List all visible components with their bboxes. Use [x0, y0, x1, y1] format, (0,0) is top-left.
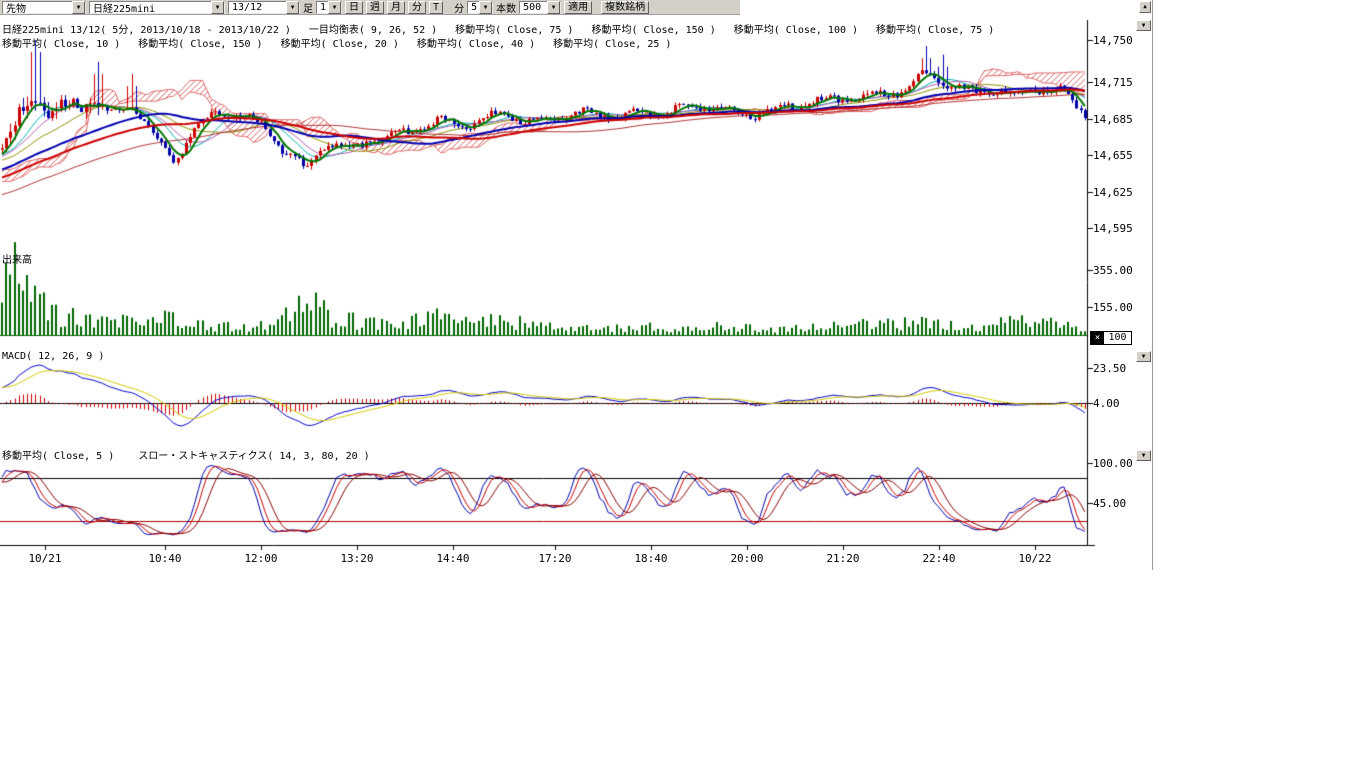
price-axis-label: 14,625: [1093, 186, 1133, 199]
price-axis-label: 14,655: [1093, 149, 1133, 162]
bars-count-select[interactable]: 500 ▼: [519, 1, 561, 14]
chevron-down-icon[interactable]: ▼: [479, 1, 492, 14]
legend-item: 移動平均( Close, 150 ): [138, 35, 262, 50]
app-right-border: [1152, 0, 1153, 570]
macd-axis-label: 23.50: [1093, 362, 1126, 375]
instrument-type-value: 先物: [6, 0, 26, 15]
symbol-select[interactable]: 日経225mini ▼: [89, 1, 225, 14]
legend-item: 移動平均( Close, 150 ): [591, 21, 715, 36]
contract-month-value: 13/12: [232, 2, 262, 13]
contract-month-select[interactable]: 13/12 ▼: [228, 1, 300, 14]
chart-application: 先物 ▼ 日経225mini ▼ 13/12 ▼ 足 1 ▼ 日 週 月 分 T…: [0, 0, 1366, 768]
apply-button[interactable]: 適用: [564, 1, 592, 14]
time-axis-label: 14:40: [436, 552, 469, 565]
period-tick-button[interactable]: T: [429, 1, 443, 14]
period-minute-button[interactable]: 分: [408, 1, 426, 14]
stoch-panel-title: 移動平均( Close, 5 ) スロー・ストキャスティクス( 14, 3, 8…: [2, 447, 370, 462]
time-axis-label: 13:20: [340, 552, 373, 565]
time-axis-label: 22:40: [922, 552, 955, 565]
macd-panel-dropdown-icon[interactable]: ▼: [1136, 351, 1151, 362]
time-axis-label: 10/21: [28, 552, 61, 565]
time-axis-label: 20:00: [730, 552, 763, 565]
legend-item: 移動平均( Close, 40 ): [417, 35, 535, 50]
volume-multiplier-badge: × 100: [1090, 331, 1132, 345]
minute-label: 分: [454, 0, 464, 15]
volume-axis-label: 355.00: [1093, 264, 1133, 277]
time-axis-label: 18:40: [634, 552, 667, 565]
chevron-down-icon[interactable]: ▼: [547, 1, 560, 14]
main-chart-legend-row2: 移動平均( Close, 10 ) 移動平均( Close, 150 ) 移動平…: [2, 35, 671, 50]
period-week-button[interactable]: 週: [366, 1, 384, 14]
stoch-axis-label: 100.00: [1093, 457, 1133, 470]
price-axis-label: 14,715: [1093, 76, 1133, 89]
price-chart-canvas[interactable]: [0, 0, 1366, 768]
bars-count-label: 本数: [496, 0, 516, 15]
time-axis-label: 12:00: [244, 552, 277, 565]
toolbar: 先物 ▼ 日経225mini ▼ 13/12 ▼ 足 1 ▼ 日 週 月 分 T…: [0, 0, 740, 15]
main-panel-dropdown-icon[interactable]: ▼: [1136, 20, 1151, 31]
bars-count-value: 500: [523, 2, 541, 13]
macd-axis-label: 4.00: [1093, 397, 1120, 410]
time-axis-label: 10/22: [1018, 552, 1051, 565]
time-axis-label: 17:20: [538, 552, 571, 565]
price-axis-label: 14,595: [1093, 222, 1133, 235]
multi-symbol-button[interactable]: 複数銘柄: [601, 1, 649, 14]
stoch-ma-label: 移動平均( Close, 5 ): [2, 447, 114, 462]
legend-item: 移動平均( Close, 10 ): [2, 35, 120, 50]
price-axis-label: 14,685: [1093, 113, 1133, 126]
stoch-panel-dropdown-icon[interactable]: ▼: [1136, 450, 1151, 461]
bar-count-select[interactable]: 1 ▼: [316, 1, 342, 14]
period-month-button[interactable]: 月: [387, 1, 405, 14]
stoch-label: スロー・ストキャスティクス( 14, 3, 80, 20 ): [138, 447, 369, 462]
bar-type-label: 足: [303, 0, 313, 15]
multiplier-sign: ×: [1091, 332, 1104, 344]
legend-item: 移動平均( Close, 25 ): [553, 35, 671, 50]
chevron-down-icon[interactable]: ▼: [211, 1, 224, 14]
legend-item: 移動平均( Close, 75 ): [876, 21, 994, 36]
chevron-down-icon[interactable]: ▼: [286, 1, 299, 14]
legend-item: 日経225mini 13/12( 5分, 2013/10/18 - 2013/1…: [2, 21, 291, 36]
bar-count-value: 1: [320, 2, 326, 13]
main-chart-legend: 日経225mini 13/12( 5分, 2013/10/18 - 2013/1…: [2, 21, 994, 36]
instrument-type-select[interactable]: 先物 ▼: [2, 1, 86, 14]
chevron-down-icon[interactable]: ▼: [72, 1, 85, 14]
minute-value: 5: [471, 2, 477, 13]
time-axis-label: 10:40: [148, 552, 181, 565]
legend-item: 一目均衡表( 9, 26, 52 ): [309, 21, 437, 36]
macd-panel-title: MACD( 12, 26, 9 ): [2, 351, 104, 362]
multiplier-value: 100: [1104, 332, 1131, 344]
volume-axis-label: 155.00: [1093, 301, 1133, 314]
minute-value-select[interactable]: 5 ▼: [467, 1, 493, 14]
chevron-down-icon[interactable]: ▼: [328, 1, 341, 14]
legend-item: 移動平均( Close, 75 ): [455, 21, 573, 36]
legend-item: 移動平均( Close, 100 ): [734, 21, 858, 36]
symbol-value: 日経225mini: [93, 0, 155, 15]
stoch-axis-label: 45.00: [1093, 497, 1126, 510]
time-axis-label: 21:20: [826, 552, 859, 565]
scroll-up-icon[interactable]: ▲: [1139, 1, 1151, 13]
volume-panel-title: 出来高: [2, 251, 32, 266]
period-day-button[interactable]: 日: [345, 1, 363, 14]
legend-item: 移動平均( Close, 20 ): [281, 35, 399, 50]
price-axis-label: 14,750: [1093, 34, 1133, 47]
